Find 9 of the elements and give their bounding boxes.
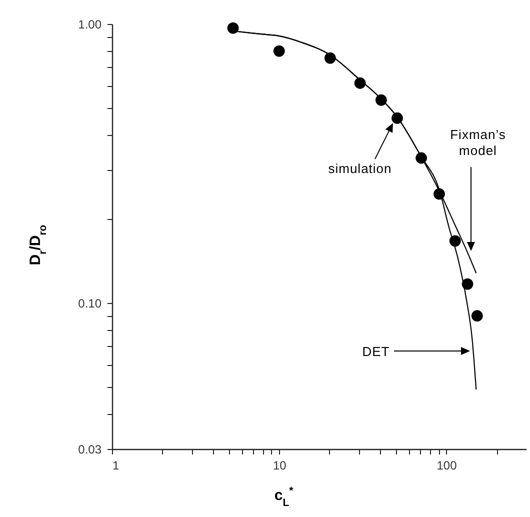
y-tick-label: 0.10 <box>78 296 102 311</box>
annotation: DET <box>362 344 390 359</box>
annotation: Fixman’s model <box>450 127 506 158</box>
x-tick-label: 10 <box>272 458 287 472</box>
x-tick-label: 100 <box>436 458 458 472</box>
y-tick-label: 1.00 <box>78 18 102 32</box>
annotation: simulation <box>328 161 392 176</box>
y-tick-label: 0.03 <box>78 442 102 456</box>
x-tick-label: 1 <box>112 458 120 472</box>
